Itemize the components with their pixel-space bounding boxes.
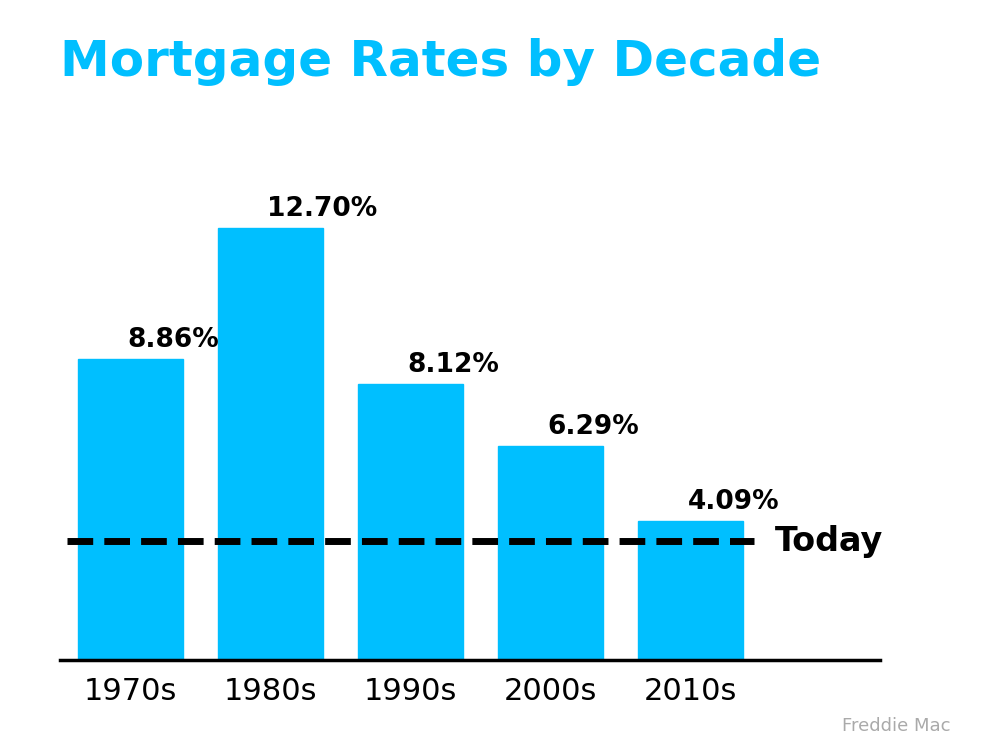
Text: Freddie Mac: Freddie Mac [842,717,950,735]
Text: 12.70%: 12.70% [267,196,378,222]
Bar [638,521,743,660]
Text: 4.09%: 4.09% [688,489,780,514]
Text: 8.86%: 8.86% [127,327,219,352]
Bar [498,446,603,660]
Bar [218,228,323,660]
Text: Today: Today [775,524,883,557]
Text: 6.29%: 6.29% [548,414,640,440]
Bar [78,358,183,660]
Text: Mortgage Rates by Decade: Mortgage Rates by Decade [60,38,821,86]
Text: 8.12%: 8.12% [408,352,499,378]
Bar [358,384,463,660]
